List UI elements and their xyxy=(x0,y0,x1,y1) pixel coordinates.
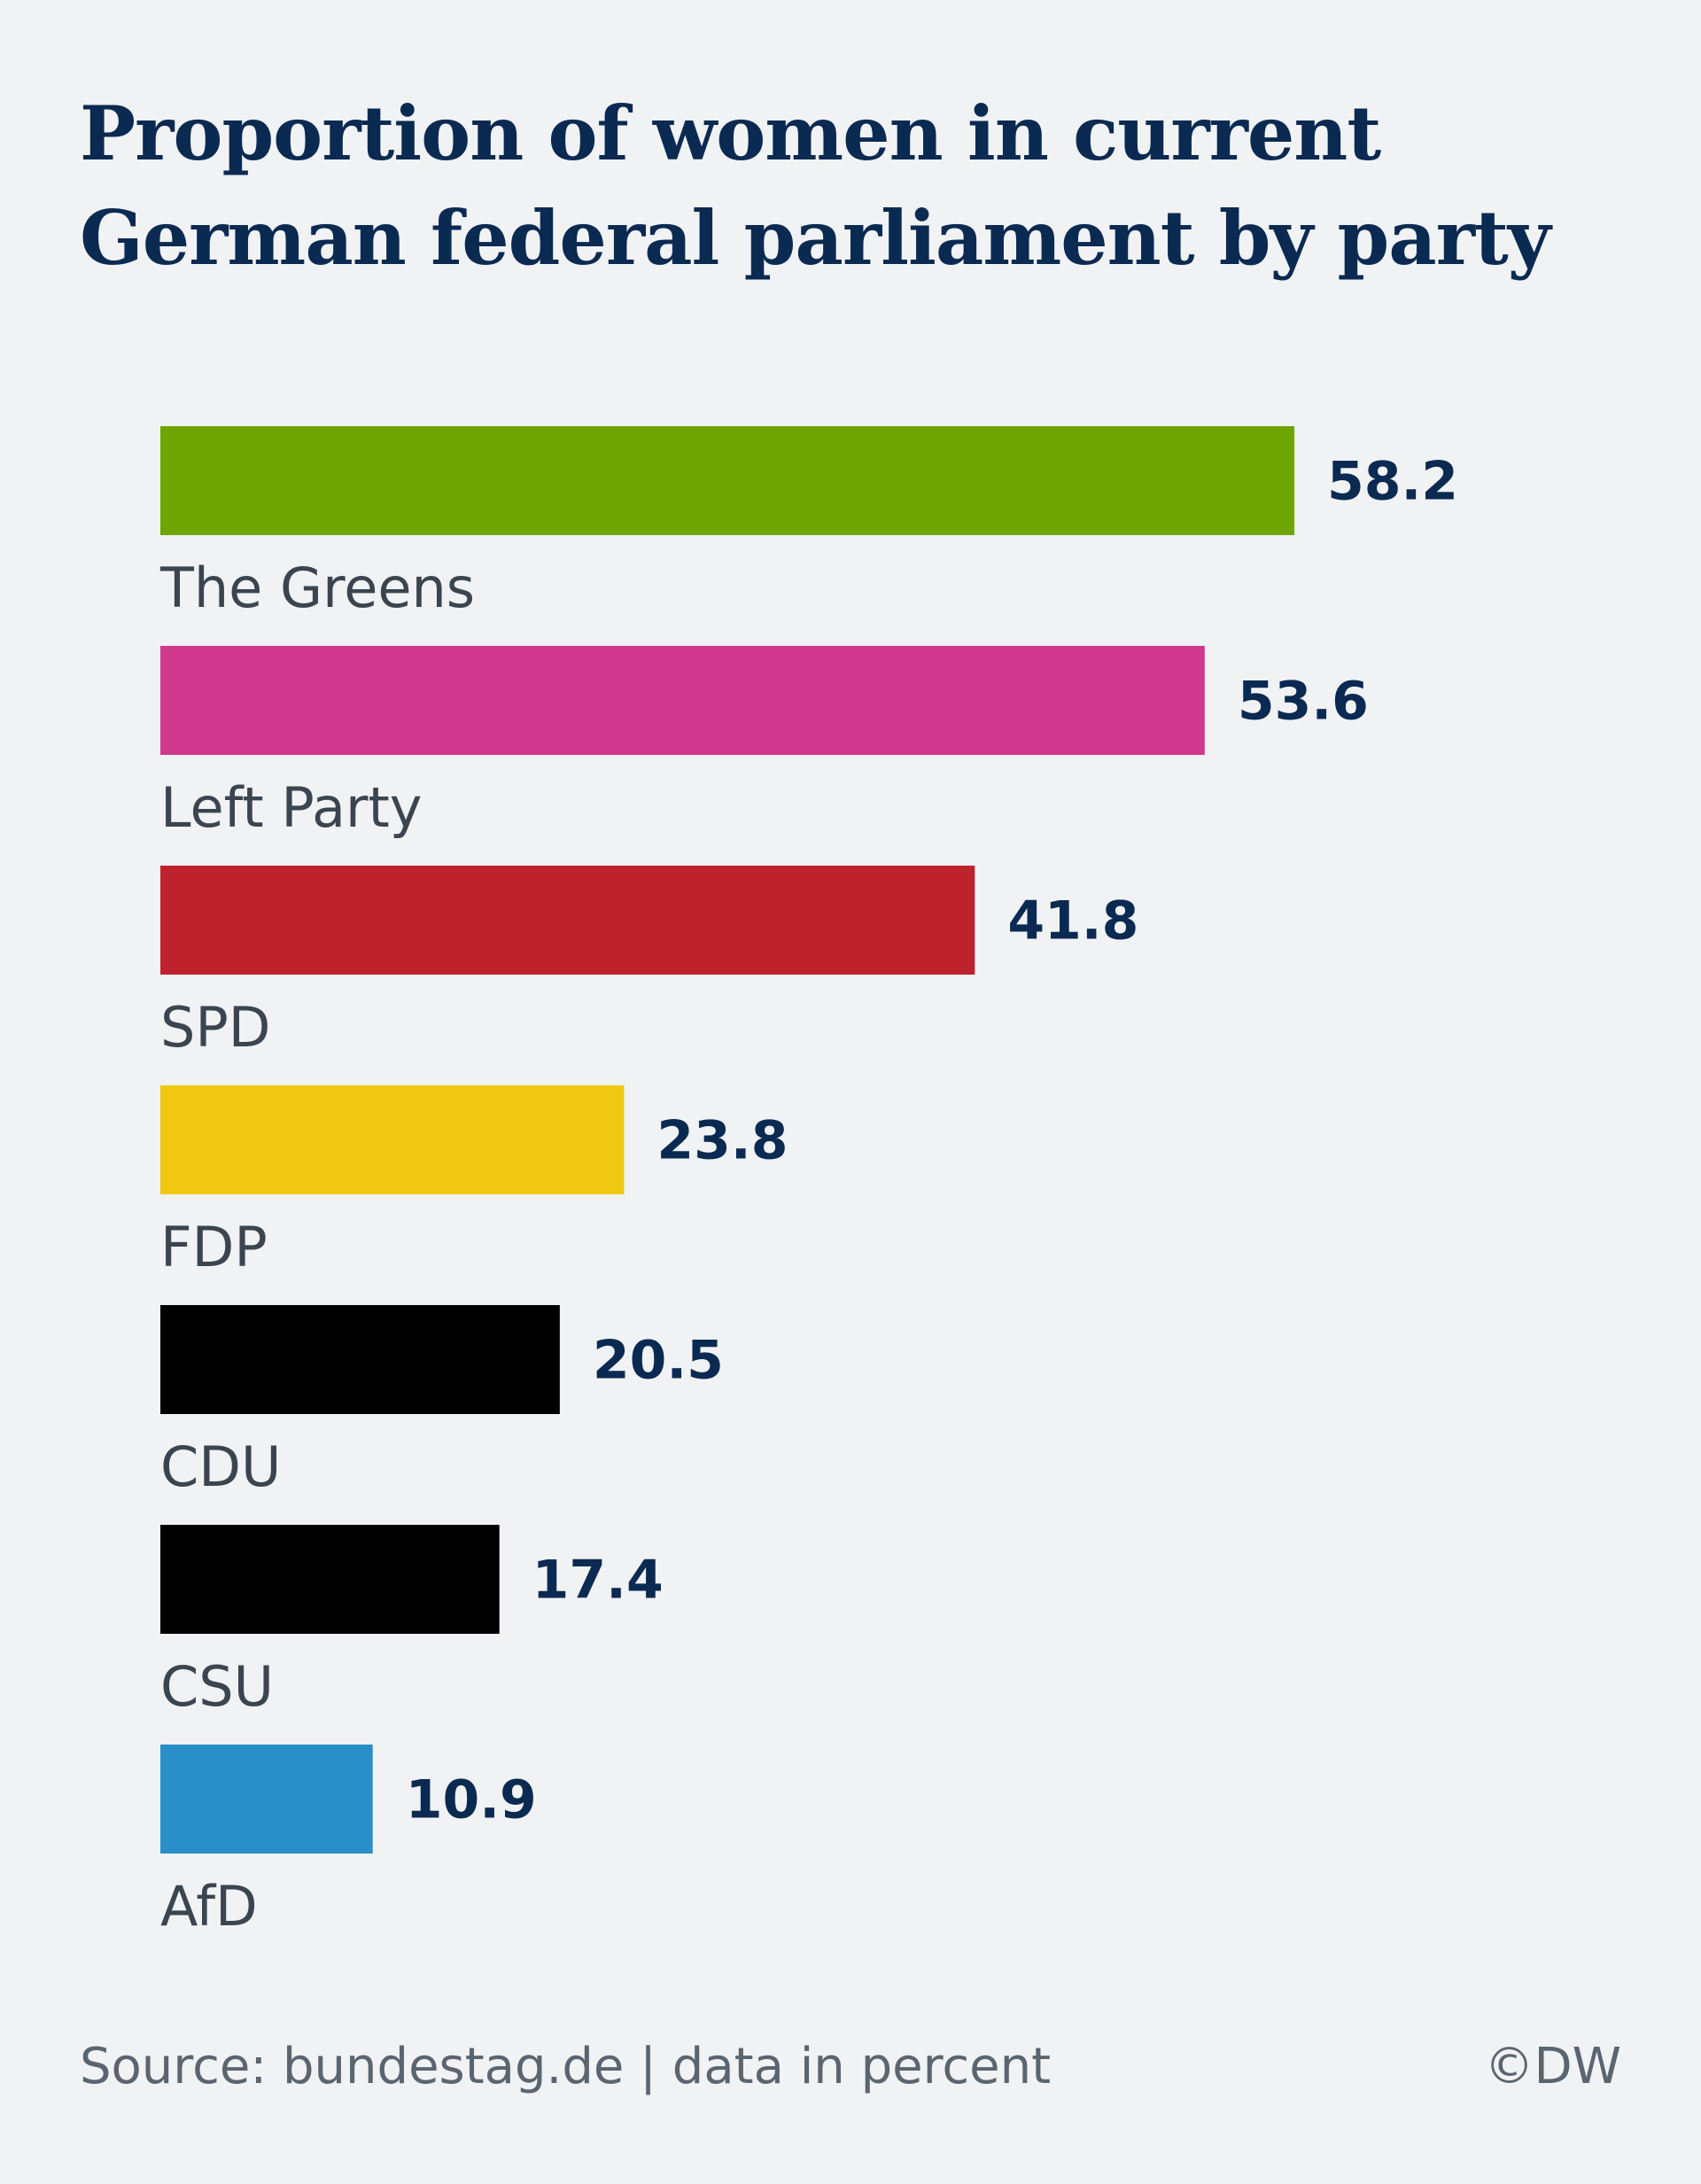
category-label-cdu: CDU xyxy=(160,1434,281,1499)
bar-fdp xyxy=(160,1085,625,1194)
category-label-csu: CSU xyxy=(160,1654,274,1719)
bar-spd xyxy=(160,866,975,975)
bars-group: 58.2 The Greens 53.6 Left Party 41.8 SPD 23.8 F… xyxy=(159,426,1458,1939)
category-label-spd: SPD xyxy=(160,995,270,1060)
bar-left-party xyxy=(160,646,1205,755)
value-label-left-party: 53.6 xyxy=(1238,671,1369,733)
bar-the-greens xyxy=(160,426,1294,535)
chart-title: Proportion of women in current German fe… xyxy=(80,82,1551,291)
bar-csu xyxy=(160,1525,500,1634)
category-label-the-greens: The Greens xyxy=(159,556,475,620)
value-label-csu: 17.4 xyxy=(532,1550,664,1612)
category-label-fdp: FDP xyxy=(160,1215,268,1279)
value-label-cdu: 20.5 xyxy=(593,1330,724,1392)
category-label-left-party: Left Party xyxy=(160,775,422,840)
bar-afd xyxy=(160,1745,373,1854)
value-label-afd: 10.9 xyxy=(406,1769,537,1831)
footer: Source: bundestag.de | data in percent ©… xyxy=(80,2038,1621,2095)
value-label-fdp: 23.8 xyxy=(656,1110,788,1172)
chart-title-line-2: German federal parliament by party xyxy=(80,194,1551,282)
chart-title-line-1: Proportion of women in current xyxy=(80,89,1381,177)
copyright-credit: ©DW xyxy=(1484,2038,1622,2095)
source-note: Source: bundestag.de | data in percent xyxy=(80,2038,1052,2095)
category-label-afd: AfD xyxy=(160,1874,258,1939)
value-label-spd: 41.8 xyxy=(1007,890,1138,952)
value-label-the-greens: 58.2 xyxy=(1327,451,1458,513)
bar-cdu xyxy=(160,1305,560,1414)
